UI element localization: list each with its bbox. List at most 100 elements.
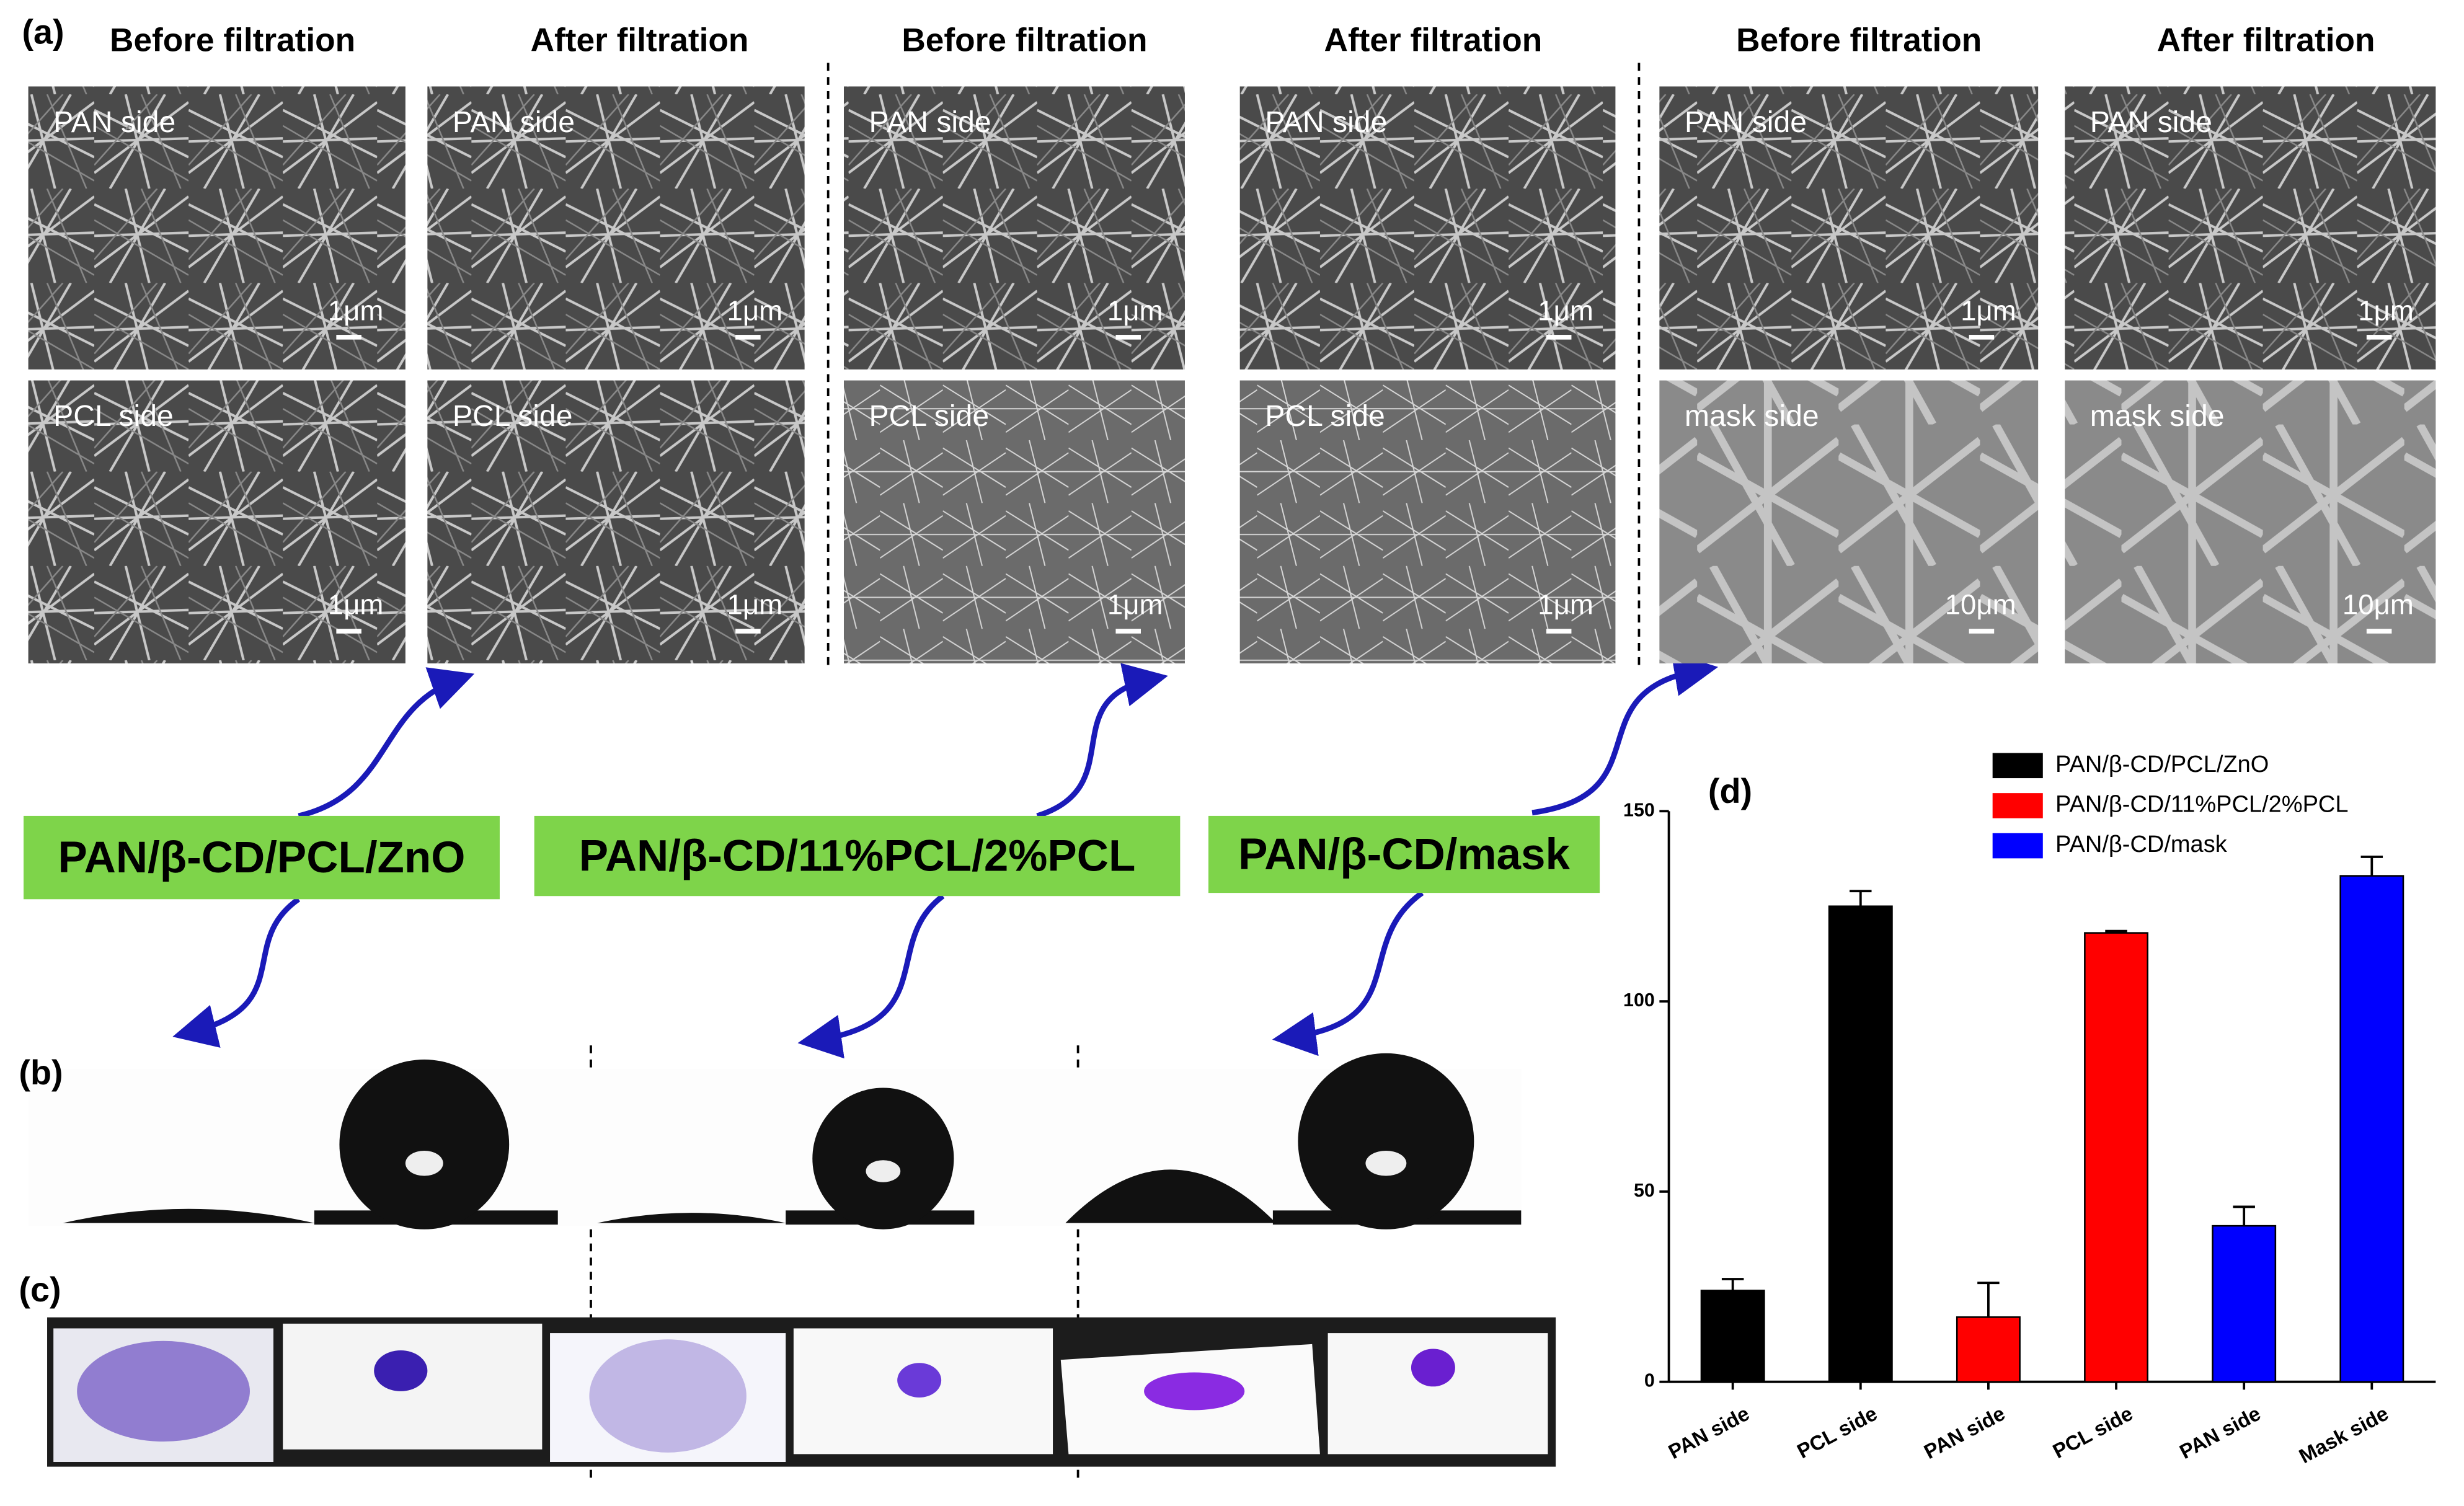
sem-image [1239, 380, 1616, 663]
error-bar [2105, 929, 2127, 933]
scale-bar [1115, 335, 1141, 340]
image-side-label: PCL side [453, 399, 573, 433]
legend-label: PAN/β-CD/PCL/ZnO [2055, 751, 2269, 777]
arrow [797, 893, 945, 1059]
arrow [1036, 663, 1168, 819]
scale-label: 1μm [1538, 589, 1593, 621]
error-bar [1850, 890, 1872, 906]
y-tick-label: 100 [1623, 990, 1655, 1011]
droplet [1065, 1169, 1276, 1223]
image-side-label: mask side [2090, 399, 2225, 433]
panel-label: (b) [19, 1053, 63, 1092]
column-header: Before filtration [1736, 22, 1982, 59]
dye [1144, 1372, 1245, 1411]
material-label: PAN/β-CD/PCL/ZnO [58, 833, 466, 882]
sem-image [427, 380, 805, 663]
dye-strip [47, 1317, 1556, 1467]
arrow [298, 667, 475, 819]
scale-label: 1μm [727, 295, 783, 327]
x-tick-label: PAN side [1664, 1402, 1753, 1463]
scale-bar [336, 629, 361, 634]
column-header: After filtration [531, 22, 749, 59]
scale-label: 1μm [727, 589, 783, 621]
scale-label: 1μm [2358, 295, 2414, 327]
image-side-label: PAN side [1265, 105, 1387, 139]
sem-image [843, 380, 1185, 663]
bar [2339, 875, 2404, 1383]
arrow [1531, 652, 1719, 816]
sem-image [1659, 380, 2039, 663]
sem-image [1239, 86, 1616, 370]
error-bar [1721, 1278, 1744, 1291]
layout [28, 63, 1719, 1481]
panel-label: (a) [22, 13, 64, 51]
column-header: Before filtration [902, 22, 1147, 59]
y-tick-label: 50 [1634, 1180, 1655, 1201]
error-bar [2233, 1205, 2255, 1226]
bar [1700, 1290, 1765, 1383]
bar [2084, 932, 2149, 1383]
bar [1956, 1316, 2021, 1383]
scale-label: 1μm [1107, 295, 1163, 327]
dye [589, 1339, 747, 1453]
arrow [1272, 890, 1424, 1056]
scale-label: 1μm [1107, 589, 1163, 621]
x-tick-label: PAN side [2176, 1402, 2264, 1463]
image-side-label: PAN side [869, 105, 991, 139]
material-label: PAN/β-CD/11%PCL/2%PCL [579, 831, 1136, 880]
sem-image [2065, 380, 2436, 663]
bar [2212, 1225, 2277, 1383]
highlight [405, 1150, 443, 1176]
scale-bar [336, 335, 361, 340]
scale-bar [2366, 335, 2392, 340]
scale-bar [1546, 629, 1572, 634]
sem-image [28, 86, 405, 370]
bar-chart: 0 50 100 150 PAN side PCL side PAN side PCL sid… [1623, 751, 2436, 1468]
dye [77, 1340, 250, 1442]
material-box [24, 815, 500, 900]
scale-bar [1969, 335, 1995, 340]
image-side-label: PAN side [2090, 105, 2212, 139]
image-side-label: PCL side [53, 399, 174, 433]
panel-label: (d) [1708, 772, 1752, 810]
image-side-label: PCL side [869, 399, 990, 433]
x-tick-label: PCL side [1793, 1402, 1881, 1463]
material-box [1208, 815, 1600, 893]
scale-bar [1969, 629, 1995, 634]
legend-label: PAN/β-CD/mask [2055, 831, 2228, 857]
droplet [1298, 1053, 1474, 1229]
image-side-label: PAN side [453, 105, 575, 139]
legend-swatch [1992, 753, 2043, 779]
material-label: PAN/β-CD/mask [1238, 830, 1570, 879]
error-bar [1977, 1282, 2000, 1318]
droplet [339, 1059, 510, 1229]
x-tick-label: PCL side [2049, 1402, 2137, 1463]
legend-swatch [1992, 833, 2043, 859]
arrow [172, 897, 301, 1048]
image-side-label: mask side [1685, 399, 1819, 433]
dye [1411, 1349, 1455, 1387]
column-header: Before filtration [110, 22, 355, 59]
dye [374, 1350, 428, 1391]
highlight [1365, 1150, 1407, 1176]
droplet [597, 1213, 786, 1223]
scale-label: 1μm [328, 295, 384, 327]
column-header: After filtration [1324, 22, 1543, 59]
highlight [866, 1160, 901, 1182]
scale-bar [735, 629, 761, 634]
y-tick-label: 0 [1644, 1370, 1655, 1391]
paper [1327, 1333, 1548, 1455]
legend-label: PAN/β-CD/11%PCL/2%PCL [2055, 791, 2348, 817]
scale-bar [1546, 335, 1572, 340]
column-header: After filtration [2157, 22, 2375, 59]
arrows [172, 652, 1719, 1059]
sem-image [2065, 86, 2436, 370]
contact-angle-strip [28, 1053, 1522, 1229]
y-tick-label: 150 [1623, 799, 1655, 820]
droplet [63, 1208, 314, 1223]
scale-bar [735, 335, 761, 340]
strip-bg [28, 1069, 1522, 1226]
scale-bar [1115, 629, 1141, 634]
